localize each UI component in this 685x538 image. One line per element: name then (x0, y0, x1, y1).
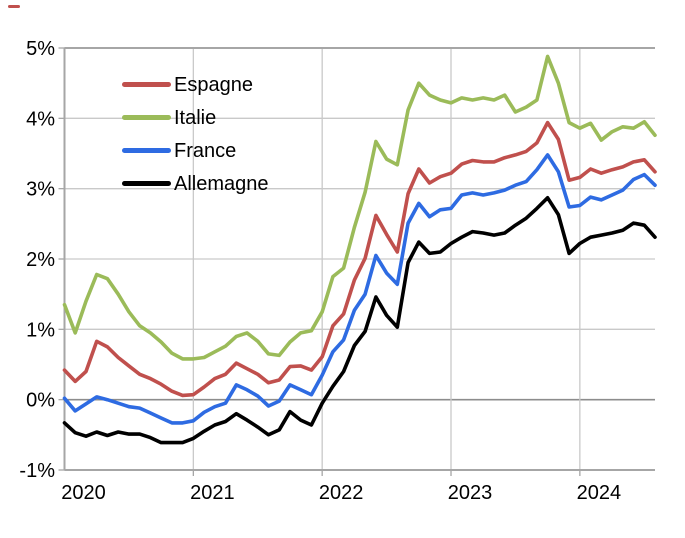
legend-item-espagne: Espagne (122, 68, 269, 101)
legend-swatch-espagne (122, 82, 171, 87)
legend-label-espagne: Espagne (174, 73, 253, 96)
legend-swatch-italie (122, 115, 171, 120)
y-axis-label-1%: 1% (26, 319, 55, 341)
y-axis-label-4%: 4% (26, 108, 55, 130)
y-axis-label-5%: 5% (26, 38, 55, 60)
series-line-italie (62, 54, 657, 361)
x-axis-label-2021: 2021 (190, 482, 235, 504)
legend-label-italie: Italie (174, 106, 217, 129)
legend-label-allemagne: Allemagne (174, 172, 269, 195)
chart-legend: Espagne Italie France Allemagne (122, 68, 269, 200)
y-axis-label--1%: -1% (19, 460, 55, 482)
series-line-allemagne (62, 196, 657, 445)
legend-swatch-france (122, 148, 171, 153)
x-axis-label-2023: 2023 (448, 482, 493, 504)
legend-item-italie: Italie (122, 101, 269, 134)
artifact-red-dash (8, 5, 20, 8)
x-axis-label-2024: 2024 (577, 482, 622, 504)
legend-item-france: France (122, 134, 269, 167)
y-axis-label-3%: 3% (26, 179, 55, 201)
x-axis-label-2020: 2020 (61, 482, 106, 504)
series-line-france (62, 153, 657, 425)
y-axis-label-2%: 2% (26, 249, 55, 271)
legend-item-allemagne: Allemagne (122, 167, 269, 200)
legend-label-france: France (174, 139, 237, 162)
x-axis-label-2022: 2022 (319, 482, 364, 504)
y-axis-label-0%: 0% (26, 390, 55, 412)
legend-swatch-allemagne (122, 181, 171, 186)
series-line-espagne (62, 120, 657, 398)
